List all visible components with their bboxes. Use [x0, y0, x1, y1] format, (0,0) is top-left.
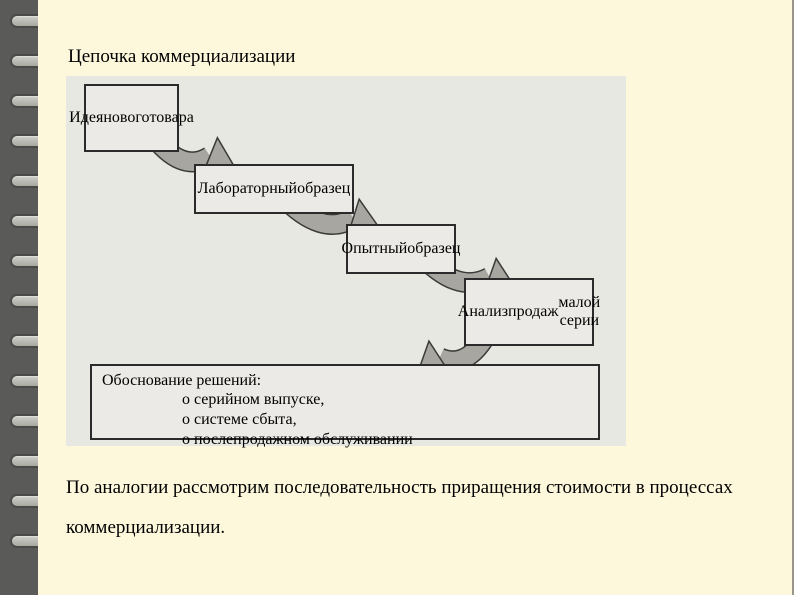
- flow-node-n3: Опытныйобразец: [346, 224, 456, 274]
- body-paragraph: По аналогии рассмотрим последовательност…: [66, 468, 780, 548]
- page-title: Цепочка коммерциализации: [68, 46, 780, 68]
- page: Цепочка коммерциализации Идеяновоготовар…: [0, 0, 794, 595]
- paper-area: Цепочка коммерциализации Идеяновоготовар…: [38, 0, 794, 595]
- flow-node-n2: Лабораторныйобразец: [194, 164, 354, 214]
- flow-node-final: Обоснование решений:о серийном выпуске,о…: [90, 364, 600, 440]
- flow-node-n1: Идеяновоготовара: [84, 84, 179, 152]
- flow-node-n4: Анализпродажмалой серии: [464, 278, 594, 346]
- commercialization-flowchart: Идеяновоготовара Лабораторныйобразец Опытн…: [66, 76, 626, 446]
